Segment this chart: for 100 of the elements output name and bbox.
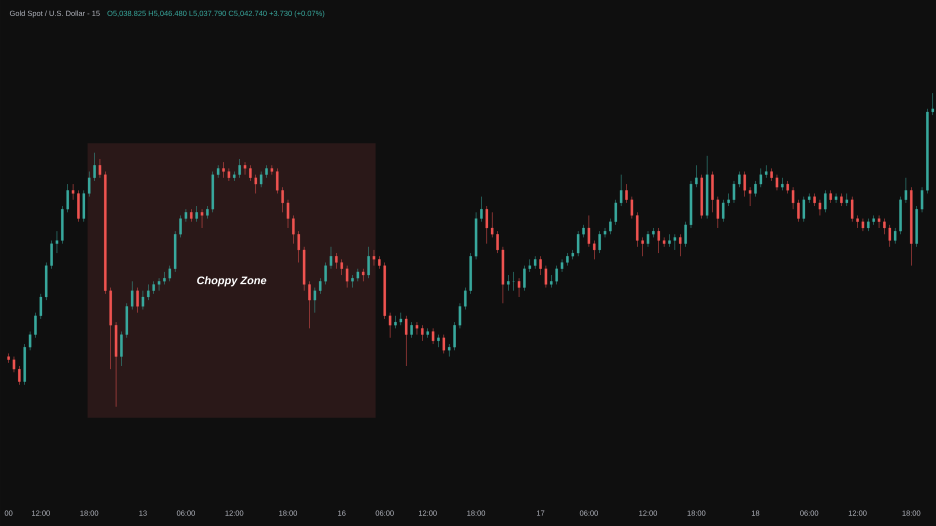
candlestick bbox=[813, 193, 816, 206]
candlestick bbox=[367, 246, 370, 278]
candlestick bbox=[200, 208, 204, 228]
candlestick bbox=[318, 278, 322, 294]
candlestick bbox=[232, 171, 236, 182]
candlestick bbox=[904, 178, 908, 204]
candlestick bbox=[362, 268, 365, 282]
candlestick bbox=[490, 212, 494, 238]
candlestick bbox=[792, 186, 794, 210]
candlestick bbox=[652, 228, 655, 238]
candlestick bbox=[625, 184, 628, 204]
candlestick bbox=[539, 256, 542, 276]
candlestick bbox=[163, 272, 166, 285]
candlestick bbox=[797, 200, 800, 222]
candlestick bbox=[598, 230, 601, 254]
candlestick bbox=[872, 215, 875, 226]
candlestick bbox=[12, 356, 16, 373]
candlestick bbox=[270, 165, 274, 175]
candlestick bbox=[216, 165, 220, 178]
candlestick bbox=[88, 171, 90, 197]
candlestick bbox=[286, 200, 290, 228]
candlestick bbox=[716, 196, 720, 228]
candlestick bbox=[808, 193, 810, 204]
candlestick bbox=[572, 250, 574, 260]
candlestick bbox=[50, 240, 53, 270]
candlestick bbox=[662, 237, 666, 248]
candlestick bbox=[206, 206, 209, 219]
candlestick bbox=[330, 246, 332, 270]
candlestick bbox=[66, 184, 69, 213]
candlestick bbox=[824, 190, 827, 213]
candlestick bbox=[609, 218, 612, 235]
candlestick bbox=[829, 190, 832, 204]
candlestick bbox=[190, 208, 193, 222]
candlestick bbox=[437, 334, 440, 348]
candlestick bbox=[582, 224, 585, 238]
candlestick bbox=[646, 230, 650, 248]
candlestick bbox=[410, 322, 413, 338]
candlestick bbox=[222, 162, 225, 178]
candlestick bbox=[695, 165, 698, 188]
candlestick bbox=[442, 334, 446, 354]
candlestick bbox=[920, 186, 924, 213]
candlestick bbox=[265, 165, 268, 178]
candlestick bbox=[142, 290, 144, 310]
candlestick bbox=[770, 168, 773, 182]
candlestick bbox=[28, 331, 32, 351]
candlestick bbox=[404, 316, 408, 366]
candlestick bbox=[544, 265, 548, 288]
candlestick bbox=[878, 215, 880, 228]
candlestick bbox=[727, 193, 730, 206]
candlestick bbox=[34, 312, 37, 338]
candlestick bbox=[732, 180, 736, 204]
candlestick bbox=[684, 221, 687, 248]
candlestick bbox=[862, 218, 864, 232]
candlestick bbox=[18, 366, 21, 386]
candlestick bbox=[480, 196, 483, 222]
candlestick bbox=[340, 259, 344, 276]
candlestick bbox=[453, 322, 456, 351]
candlestick bbox=[657, 228, 660, 254]
candlestick bbox=[486, 206, 488, 244]
candlestick bbox=[850, 196, 854, 222]
candlestick bbox=[534, 256, 536, 270]
candlestick bbox=[432, 328, 434, 344]
candlestick bbox=[120, 331, 123, 366]
candlestick bbox=[674, 234, 676, 250]
candlestick bbox=[179, 215, 182, 238]
candlestick bbox=[400, 312, 402, 326]
candlestick bbox=[846, 193, 848, 206]
candlestick bbox=[776, 174, 778, 191]
candlestick bbox=[458, 303, 462, 329]
candlestick bbox=[388, 312, 392, 338]
candlestick bbox=[40, 294, 42, 320]
candlestick bbox=[722, 200, 725, 222]
candlestick bbox=[372, 250, 376, 266]
candlestick bbox=[421, 324, 424, 342]
candlestick bbox=[867, 218, 870, 232]
candlestick bbox=[195, 206, 198, 222]
candlestick bbox=[528, 259, 532, 272]
candlestick bbox=[464, 287, 467, 310]
candlestick bbox=[894, 228, 896, 244]
candlestick bbox=[738, 171, 741, 188]
candlestick bbox=[518, 278, 520, 298]
candlestick bbox=[394, 316, 397, 329]
candlestick bbox=[818, 200, 822, 216]
candlestick bbox=[93, 152, 96, 182]
candlestick bbox=[297, 230, 300, 263]
candlestick bbox=[136, 287, 139, 313]
candlestick bbox=[426, 328, 429, 338]
candlestick bbox=[98, 158, 102, 178]
candlestick bbox=[507, 274, 510, 291]
candlestick bbox=[260, 171, 262, 188]
candlestick bbox=[314, 287, 316, 313]
candlestick bbox=[281, 186, 284, 213]
candlestick bbox=[496, 230, 499, 254]
candlestick bbox=[754, 180, 757, 197]
candlestick bbox=[335, 252, 338, 270]
candlestick bbox=[550, 274, 553, 288]
candlestick bbox=[56, 230, 58, 254]
candlestick bbox=[292, 215, 295, 244]
candlestick bbox=[308, 281, 311, 329]
candlestick bbox=[641, 237, 644, 256]
